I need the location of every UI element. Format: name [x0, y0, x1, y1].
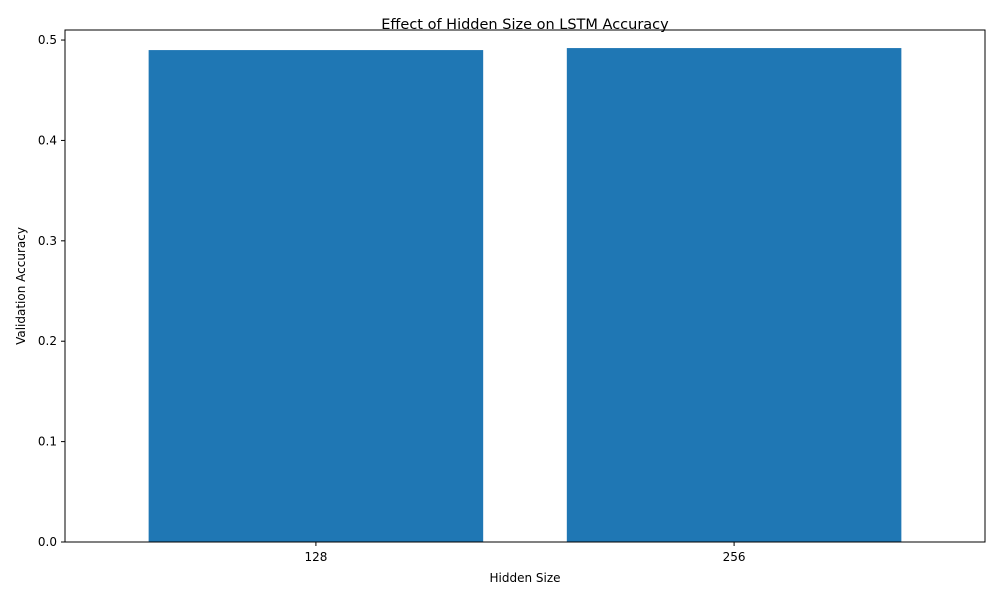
x-axis: 128 256	[304, 542, 746, 564]
bar-128	[148, 50, 484, 542]
y-tick-label: 0.4	[38, 133, 57, 147]
plot-frame	[64, 29, 986, 543]
y-tick-label: 0.2	[38, 334, 57, 348]
y-axis-label: Validation Accuracy	[14, 227, 28, 345]
y-tick-label: 0.0	[38, 535, 57, 549]
x-tick-label: 128	[304, 550, 327, 564]
y-axis: 0.0 0.1 0.2 0.3 0.4 0.5	[38, 33, 65, 549]
y-tick-label: 0.5	[38, 33, 57, 47]
y-tick-label: 0.3	[38, 234, 57, 248]
bar-256	[566, 48, 902, 542]
y-tick-label: 0.1	[38, 435, 57, 449]
bars-layer	[148, 48, 902, 542]
x-axis-label: Hidden Size	[489, 571, 560, 585]
chart-title: Effect of Hidden Size on LSTM Accuracy	[381, 17, 669, 33]
x-tick-label: 256	[723, 550, 746, 564]
